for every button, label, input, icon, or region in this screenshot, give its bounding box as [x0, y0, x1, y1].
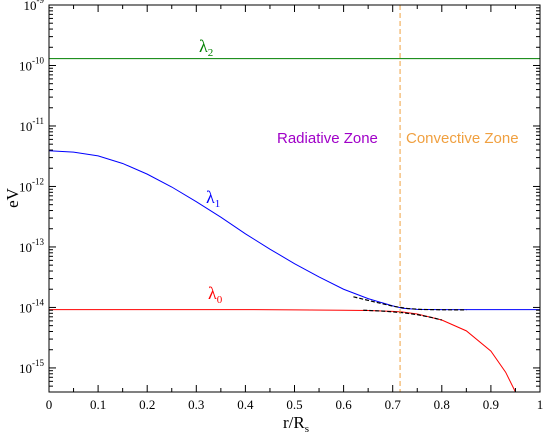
- radiative-zone-label: Radiative Zone: [277, 130, 378, 147]
- lambda-1-approx-dashed-line: [353, 296, 467, 311]
- x-axis-title-main: r/R: [283, 413, 305, 432]
- x-tick-label: 0.9: [483, 397, 499, 412]
- lambda-2-subscript: 2: [208, 47, 214, 59]
- x-tick-label: 0.4: [237, 397, 254, 412]
- x-tick-label: 0.1: [90, 397, 106, 412]
- x-tick-label: 0.2: [139, 397, 155, 412]
- y-tick-label: 10-11: [19, 116, 44, 134]
- x-axis-title: r/Rs: [283, 413, 309, 435]
- plot-background: [49, 5, 540, 392]
- y-axis-title: eV: [3, 187, 22, 208]
- lambda-0-line: [49, 309, 516, 392]
- lambda-2-label: λ2: [199, 36, 213, 59]
- y-tick-label: 10-9: [24, 0, 45, 13]
- lambda-0-subscript: 0: [217, 294, 223, 306]
- x-tick-label: 0.6: [335, 397, 352, 412]
- lambda-0-symbol: λ: [208, 283, 217, 303]
- x-tick-label: 0.3: [188, 397, 204, 412]
- convective-zone-label: Convective Zone: [406, 130, 519, 147]
- lambda-1-symbol: λ: [206, 187, 215, 207]
- lambda-1-label: λ1: [206, 187, 220, 210]
- x-tick-label: 0.8: [434, 397, 450, 412]
- x-tick-label: 0.7: [385, 397, 402, 412]
- lambda-2-symbol: λ: [199, 36, 208, 56]
- x-tick-label: 0: [46, 397, 53, 412]
- y-tick-label: 10-14: [19, 297, 44, 315]
- lambda-1-subscript: 1: [215, 198, 221, 210]
- y-tick-label: 10-10: [19, 55, 44, 73]
- y-tick-label: 10-13: [19, 237, 44, 255]
- x-tick-label: 0.5: [286, 397, 302, 412]
- y-tick-label: 10-12: [19, 176, 44, 194]
- x-tick-label: 1: [537, 397, 544, 412]
- lambda-0-label: λ0: [208, 283, 223, 306]
- y-tick-label: 10-15: [19, 358, 44, 376]
- x-axis-title-subscript: s: [305, 423, 309, 435]
